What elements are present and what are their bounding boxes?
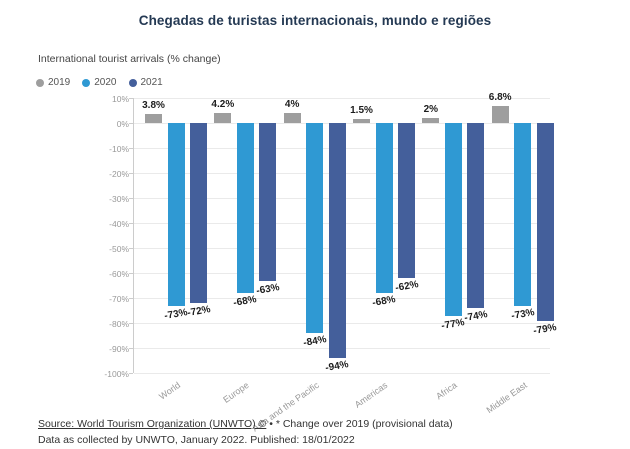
bar-2020-middle-east	[514, 123, 532, 306]
legend-swatch	[128, 78, 137, 87]
y-axis-tick	[129, 98, 133, 99]
source-link[interactable]: Source: World Tourism Organization (UNWT…	[38, 418, 267, 430]
gridline	[134, 98, 550, 99]
chart-legend: 2019 2020 2021	[36, 77, 163, 88]
bar-2021-world	[190, 123, 207, 303]
y-tick-label: -30%	[109, 194, 129, 204]
bar-2021-asia-and-the-pacific	[328, 123, 346, 358]
y-axis-tick	[129, 298, 133, 299]
bar-2019-europe	[214, 112, 232, 123]
category-label-americas: Americas	[353, 380, 390, 410]
y-tick-label: -10%	[109, 144, 129, 154]
y-tick-label: -80%	[109, 319, 129, 329]
category-label-world: World	[156, 380, 182, 402]
bar-2019-americas	[353, 119, 370, 123]
y-axis-tick	[129, 198, 133, 199]
bar-2019-asia-and-the-pacific	[283, 113, 301, 123]
footer: Source: World Tourism Organization (UNWT…	[38, 416, 453, 449]
value-label: -63%	[255, 281, 281, 297]
source-note: • * Change over 2019 (provisional data)	[266, 418, 453, 430]
y-tick-label: 10%	[111, 94, 129, 104]
value-label: -62%	[394, 279, 419, 294]
y-tick-label: 0%	[116, 119, 129, 129]
bar-2021-europe	[259, 123, 277, 281]
y-axis-tick	[129, 273, 133, 274]
category-label-africa: Africa	[434, 380, 460, 402]
bar-2020-asia-and-the-pacific	[306, 123, 324, 333]
y-tick-label: -90%	[109, 344, 129, 354]
bar-2020-africa	[444, 123, 462, 316]
bar-2021-africa	[467, 123, 485, 308]
value-label: -94%	[324, 359, 350, 374]
value-label: -68%	[371, 294, 397, 309]
y-tick-label: -100%	[104, 369, 129, 379]
category-label-europe: Europe	[221, 380, 252, 405]
y-axis-labels: 10% 0% -10% -20% -30% -40% -50% -60% -70% -80% -90…	[103, 94, 129, 379]
value-label: 4%	[284, 99, 300, 110]
value-label: 3.8%	[142, 99, 165, 111]
value-label: 2%	[423, 104, 439, 115]
bar-2019-world	[145, 113, 162, 123]
legend-swatch	[82, 78, 91, 87]
value-label: 6.8%	[488, 92, 512, 103]
bar-2019-africa	[422, 118, 440, 123]
y-tick-label: -70%	[109, 294, 129, 304]
value-label: -72%	[186, 304, 211, 319]
y-axis-tick	[129, 323, 133, 324]
legend-label: 2021	[140, 77, 163, 88]
value-label: -73%	[163, 306, 189, 322]
bar-2021-middle-east	[536, 123, 554, 321]
legend-item-2019[interactable]: 2019	[36, 77, 70, 88]
y-axis-tick	[129, 373, 133, 374]
page-title: Chegadas de turistas internacionais, mun…	[138, 13, 492, 28]
value-label: -77%	[440, 316, 466, 332]
footer-source-line: Source: World Tourism Organization (UNWT…	[38, 416, 453, 432]
legend-item-2021[interactable]: 2021	[128, 77, 163, 88]
legend-item-2020[interactable]: 2020	[82, 77, 117, 88]
y-tick-label: -60%	[109, 269, 129, 279]
legend-label: 2020	[94, 77, 117, 88]
value-label: 1.5%	[350, 105, 373, 117]
category-label-middle-east: Middle East	[484, 380, 529, 416]
y-tick-label: -20%	[109, 169, 129, 179]
value-label: -74%	[463, 309, 489, 324]
legend-swatch	[36, 78, 44, 87]
bar-chart: 10% 0% -10% -20% -30% -40% -50% -60% -70% -80% -90…	[103, 92, 560, 434]
y-axis-tick	[129, 173, 133, 174]
y-tick-label: -50%	[109, 244, 129, 254]
y-axis-tick	[129, 348, 133, 349]
legend-label: 2019	[48, 77, 71, 88]
footer-line2: Data as collected by UNWTO, January 2022…	[38, 434, 355, 447]
bar-2021-americas	[398, 123, 415, 278]
bar-2019-middle-east	[491, 106, 509, 123]
value-label: -84%	[302, 334, 328, 349]
y-axis-tick	[129, 248, 133, 249]
gridline	[134, 373, 550, 374]
y-axis-tick	[129, 123, 133, 124]
value-label: -73%	[510, 306, 536, 322]
bar-2020-americas	[375, 123, 393, 293]
value-label: 4.2%	[211, 98, 235, 110]
bar-2020-world	[167, 123, 185, 306]
bar-2020-europe	[236, 123, 254, 293]
value-label: -68%	[232, 294, 258, 309]
chart-subtitle: International tourist arrivals (% change…	[38, 53, 221, 65]
y-axis-tick	[129, 223, 133, 224]
y-axis-tick	[129, 148, 133, 149]
y-tick-label: -40%	[109, 219, 129, 229]
plot-area: 3.8% -73% -72% World 4.2% -68% -63% Europe 4% -84…	[129, 92, 558, 434]
